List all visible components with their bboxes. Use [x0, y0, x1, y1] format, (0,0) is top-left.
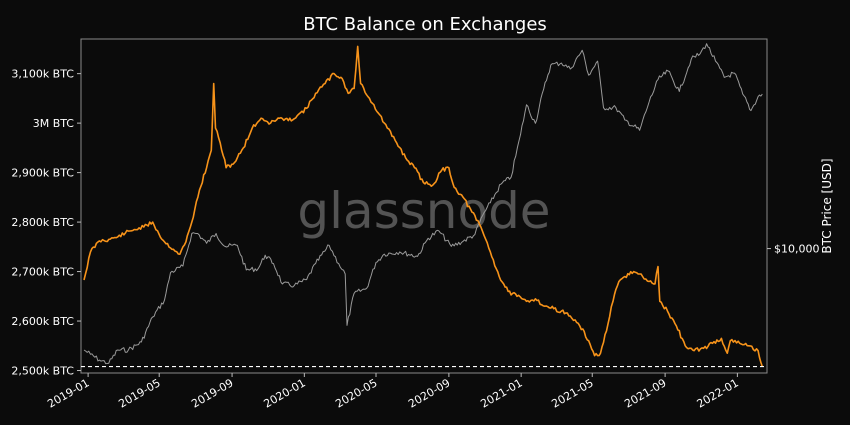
y-right-tick-label: $10,000 — [774, 243, 820, 256]
balance-series — [83, 45, 764, 367]
y-left-tick-label: 3,100k BTC — [11, 68, 74, 81]
watermark: glassnode — [297, 182, 550, 240]
y-left-tick-label: 3M BTC — [33, 117, 75, 130]
y-axis-left: 2,500k BTC 2,600k BTC 2,700k BTC 2,800k BTC… — [11, 68, 81, 378]
y-left-tick-label: 2,700k BTC — [11, 266, 74, 279]
y-left-tick-label: 2,800k BTC — [11, 216, 74, 229]
y-axis-right: $10,000 — [767, 243, 820, 256]
y-axis-right-label: BTC Price [USD] — [820, 158, 834, 253]
balance-line — [83, 45, 764, 367]
y-left-tick-label: 2,500k BTC — [11, 365, 74, 378]
plot-frame — [80, 38, 768, 374]
price-line — [83, 43, 763, 365]
price-series — [83, 43, 763, 365]
y-left-tick-label: 2,600k BTC — [11, 315, 74, 328]
y-left-tick-label: 2,900k BTC — [11, 167, 74, 180]
chart-title: BTC Balance on Exchanges — [303, 14, 547, 35]
